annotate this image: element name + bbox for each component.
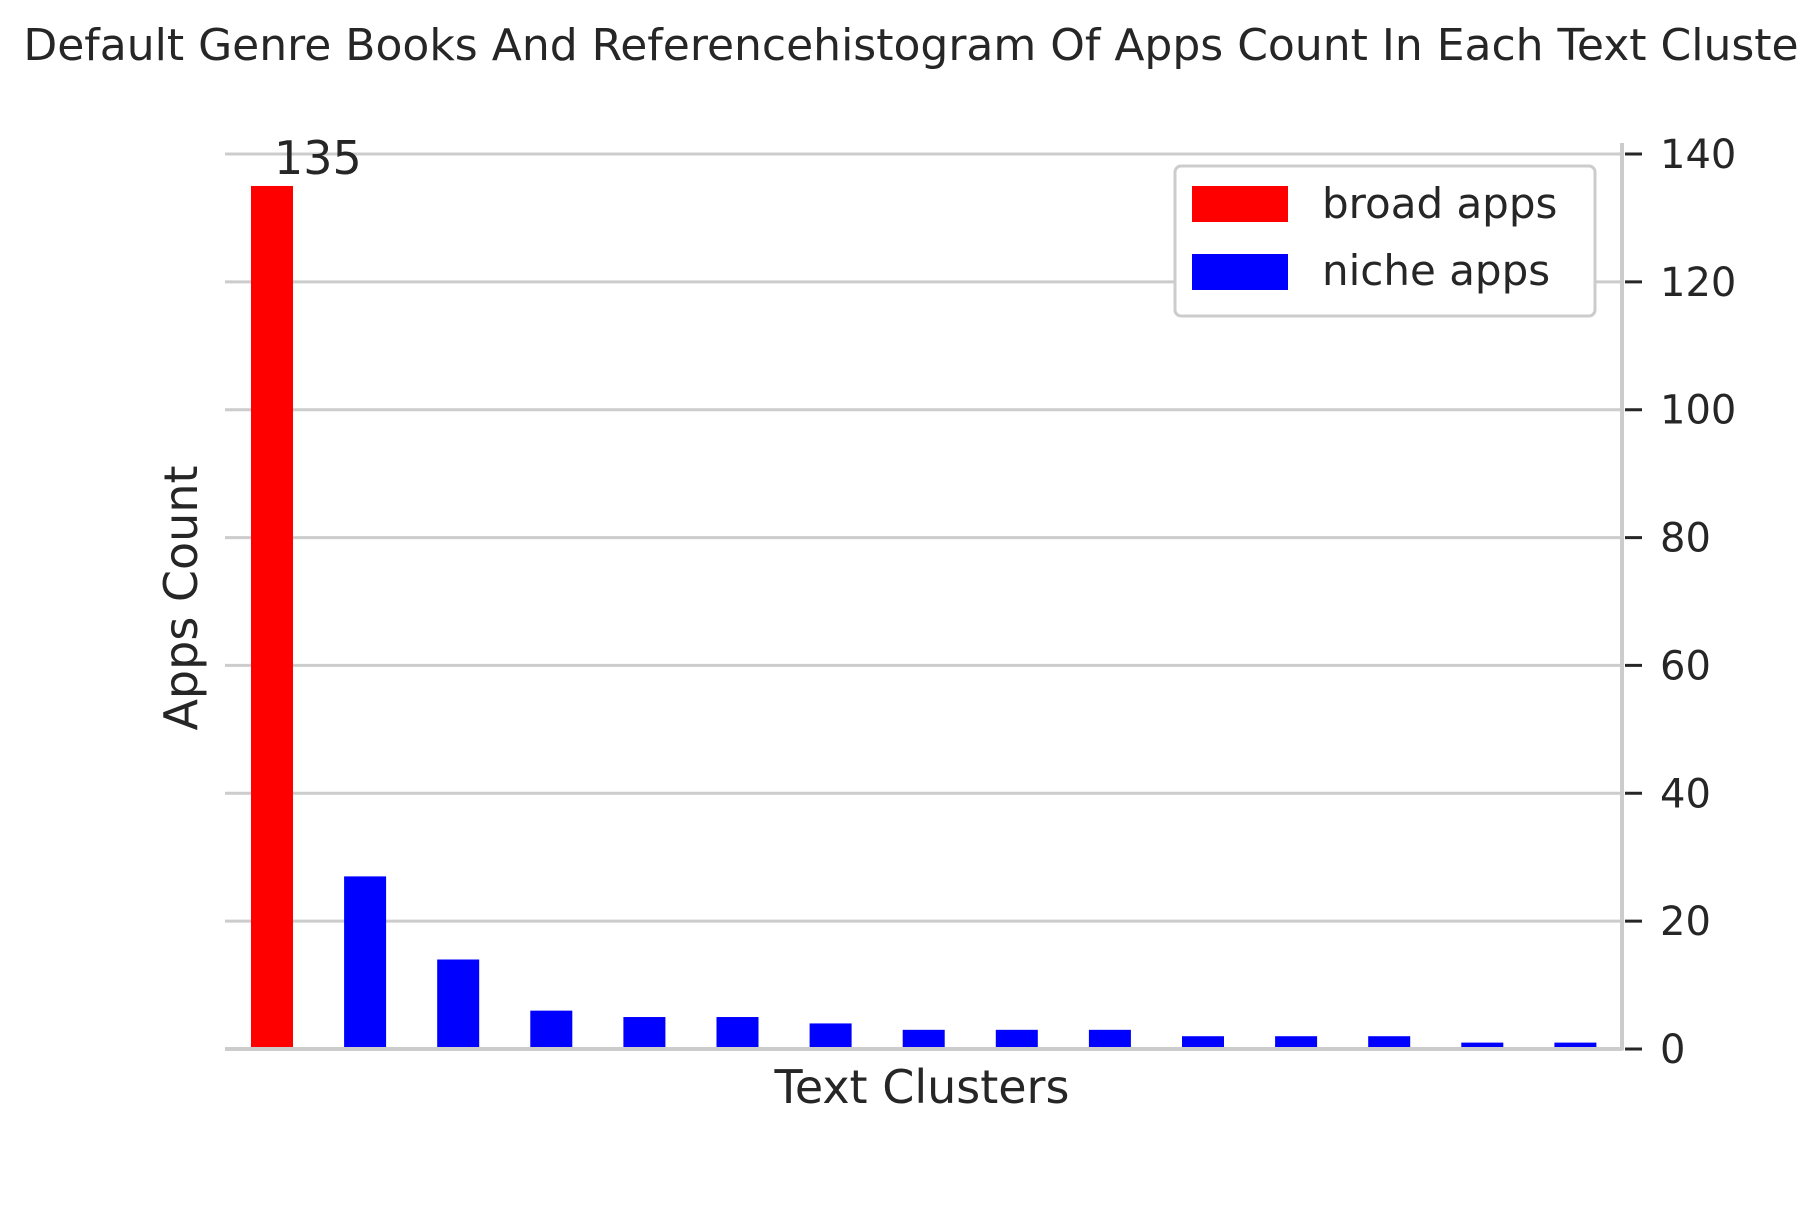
bar-broad-apps-1: [251, 185, 293, 1049]
legend-swatch-niche-apps: [1192, 254, 1288, 290]
bar-niche-apps-14: [1461, 1042, 1504, 1049]
bar-niche-apps-8: [902, 1029, 945, 1049]
y-axis-label: Apps Count: [154, 465, 208, 730]
bar-labels: 135: [274, 131, 362, 185]
bar-niche-apps-15: [1554, 1042, 1597, 1049]
bar-niche-apps-4: [530, 1010, 573, 1049]
bar-niche-apps-9: [995, 1029, 1038, 1049]
y-tick-label: 40: [1660, 771, 1711, 817]
bar-value-label: 135: [274, 131, 362, 185]
legend-swatch-broad-apps: [1192, 186, 1288, 222]
y-tick-label: 80: [1660, 516, 1711, 562]
bars: [251, 185, 1597, 1049]
chart-title: Default Genre Books And Referencehistogr…: [23, 20, 1800, 71]
y-tick-label: 20: [1660, 899, 1711, 945]
x-axis-label: Text Clusters: [774, 1060, 1070, 1114]
bar-niche-apps-3: [437, 959, 480, 1049]
bar-niche-apps-12: [1275, 1036, 1318, 1049]
y-tick-label: 100: [1660, 388, 1736, 434]
bar-niche-apps-11: [1182, 1036, 1224, 1049]
grid-lines: [225, 152, 1622, 1051]
bar-niche-apps-13: [1368, 1036, 1411, 1049]
y-tick-label: 60: [1660, 643, 1711, 689]
bar-niche-apps-10: [1088, 1029, 1131, 1049]
legend-label-broad-apps: broad apps: [1322, 179, 1557, 228]
bar-niche-apps-6: [716, 1017, 759, 1049]
bar-niche-apps-7: [809, 1023, 852, 1049]
legend-label-niche-apps: niche apps: [1322, 246, 1550, 295]
y-tick-label: 120: [1660, 260, 1736, 306]
bar-niche-apps-5: [623, 1017, 666, 1049]
bar-niche-apps-2: [344, 876, 387, 1049]
legend: broad apps niche apps: [1173, 164, 1597, 318]
y-axis: 0 20 40 60 80 100 120 140: [225, 132, 1736, 1073]
y-tick-label: 0: [1660, 1027, 1685, 1073]
y-tick-label: 140: [1660, 132, 1736, 178]
